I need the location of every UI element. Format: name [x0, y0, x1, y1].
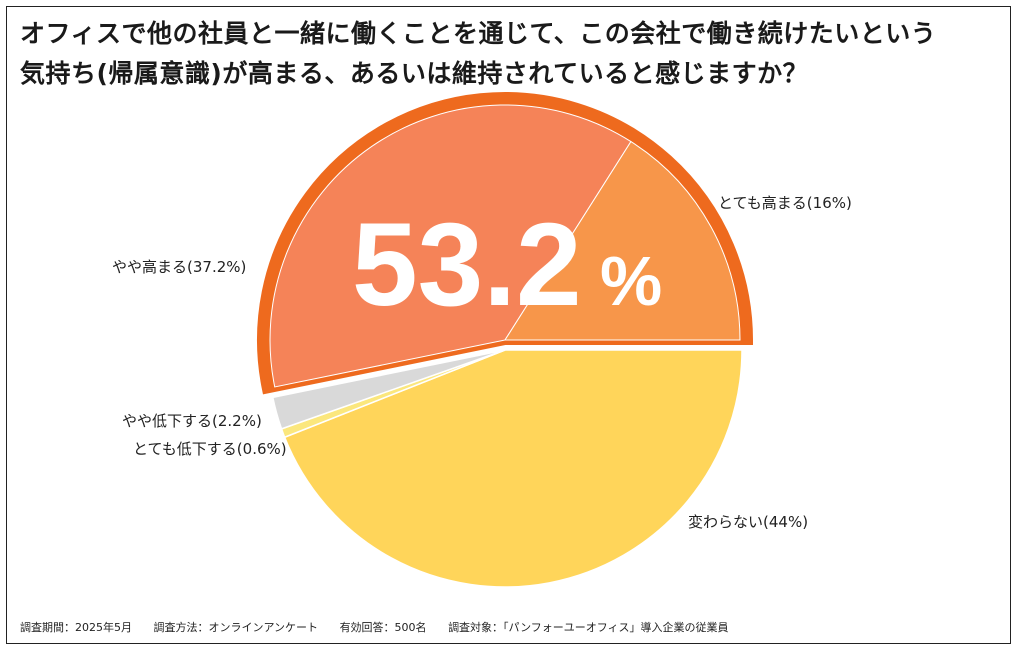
- slice-label-とても低下する: とても低下する(0.6%): [133, 440, 287, 458]
- slice-label-やや低下する: やや低下する(2.2%): [122, 412, 262, 430]
- slice-label-変わらない: 変わらない(44%): [688, 513, 808, 531]
- pie-slice-とても高まる: [504, 140, 741, 341]
- pie-slice-やや低下する: [271, 349, 506, 430]
- footer-responses: 有効回答：500名: [339, 621, 427, 634]
- slice-label-やや高まる: やや高まる(37.2%): [112, 258, 246, 276]
- footer-method: 調査方法：オンラインアンケート: [153, 621, 319, 634]
- title-line-1: オフィスで他の社員と一緒に働くことを通じて、この会社で働き続けたいという: [20, 19, 937, 48]
- footer-target: 調査対象：「パンフォーユーオフィス」導入企業の従業員: [448, 621, 729, 634]
- pie-slice-やや高まる: [269, 104, 632, 388]
- labels-layer: とても高まる(16%) やや高まる(37.2%) やや低下する(2.2%) とても低下…: [112, 194, 852, 531]
- slices-layer: [271, 349, 743, 588]
- footer-period: 調査期間：2025年5月: [20, 621, 132, 634]
- footer: 調査期間：2025年5月 調査方法：オンラインアンケート 有効回答：500名 調…: [20, 619, 747, 635]
- chart-title: オフィスで他の社員と一緒に働くことを通じて、この会社で働き続けたいという 気持ち…: [20, 14, 1000, 94]
- title-line-2: 気持ち(帰属意識)が高まる、あるいは維持されていると感じますか？: [20, 59, 809, 88]
- highlight-unit: %: [600, 242, 662, 320]
- slice-label-とても高まる: とても高まる(16%): [718, 194, 852, 212]
- highlight-value: 53.2: [352, 199, 582, 331]
- pie-slice-変わらない: [283, 349, 743, 588]
- highlight-layer: 53.2%: [257, 92, 754, 395]
